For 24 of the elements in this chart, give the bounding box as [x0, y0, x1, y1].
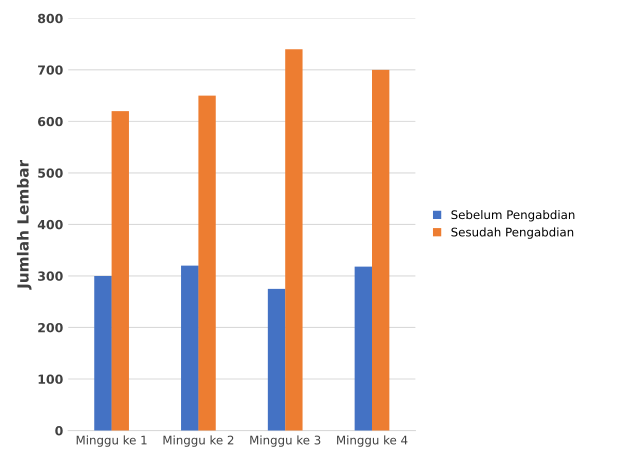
bar [198, 96, 216, 431]
bar [354, 266, 372, 431]
x-tick-label: Minggu ke 1 [76, 435, 147, 447]
y-tick-label: 600 [38, 116, 63, 126]
x-tick-label: Minggu ke 3 [250, 435, 320, 447]
legend-label: Sesudah Pengabdian [451, 227, 574, 239]
bar [181, 266, 198, 431]
bar [285, 49, 303, 431]
legend-label: Sebelum Pengabdian [451, 210, 574, 222]
bar [94, 276, 112, 431]
bar [268, 288, 286, 431]
bar [372, 70, 390, 431]
y-tick-label: 400 [38, 220, 63, 230]
y-tick-label: 0 [55, 426, 63, 436]
y-tick-label: 200 [38, 322, 63, 332]
y-tick-label: 700 [38, 65, 63, 75]
y-axis-title: Jumlah Lembar [16, 160, 32, 290]
y-tick-label: 300 [38, 271, 63, 281]
y-tick-label: 100 [38, 374, 63, 384]
bar [112, 111, 129, 431]
y-tick-label: 500 [38, 168, 63, 178]
y-tick-label: 800 [38, 14, 63, 24]
x-tick-label: Minggu ke 4 [337, 435, 408, 447]
x-tick-label: Minggu ke 2 [164, 435, 234, 447]
